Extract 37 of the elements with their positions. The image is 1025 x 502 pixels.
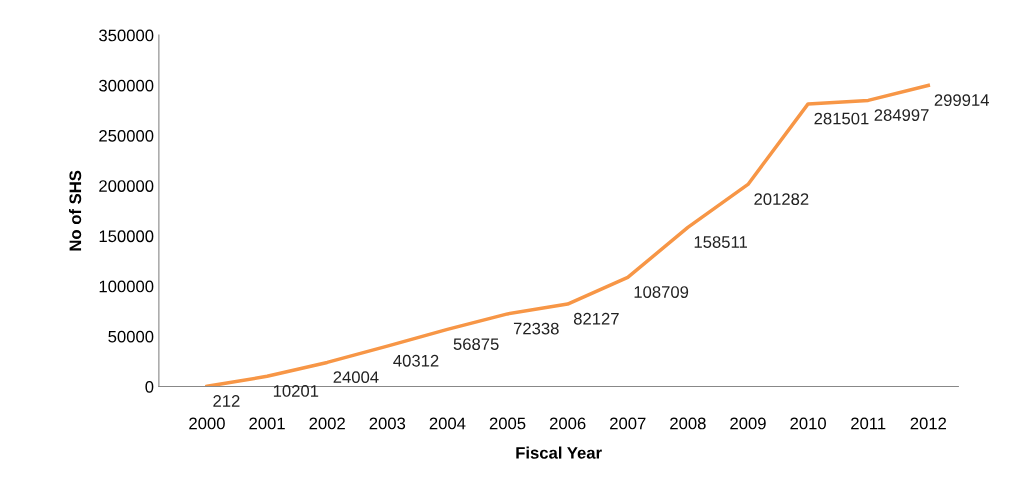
x-tick-label: 2008 <box>670 417 706 430</box>
x-tick-label: 2007 <box>610 417 646 430</box>
x-tick-label: 2001 <box>249 417 285 430</box>
data-label: 299914 <box>934 94 989 106</box>
x-tick-label: 2004 <box>429 417 466 430</box>
y-axis-title: No of SHS <box>68 170 82 251</box>
x-tick-label: 2010 <box>790 417 826 430</box>
y-tick-label: 200000 <box>99 180 154 192</box>
data-label: 201282 <box>754 193 809 206</box>
x-tick-label: 2012 <box>910 417 947 430</box>
data-label: 56875 <box>453 338 499 351</box>
x-tick-label: 2003 <box>369 417 406 430</box>
data-label: 82127 <box>573 312 619 325</box>
y-tick-label: 150000 <box>99 230 154 243</box>
line-series <box>205 83 931 387</box>
y-tick-label: 350000 <box>99 29 154 42</box>
data-label: 212 <box>213 395 240 407</box>
data-label: 24004 <box>333 371 379 384</box>
y-tick-label: 0 <box>145 380 154 393</box>
x-tick-label: 2011 <box>851 417 886 430</box>
y-tick-label: 100000 <box>99 280 154 293</box>
data-label: 72338 <box>513 322 559 335</box>
y-tick-label: 300000 <box>99 79 154 92</box>
data-label: 108709 <box>634 286 689 298</box>
x-tick-label: 2005 <box>489 417 526 430</box>
y-tick-label: 250000 <box>99 129 154 142</box>
x-tick-label: 2002 <box>309 417 345 430</box>
y-tick-label: 50000 <box>108 330 154 343</box>
x-tick-label: 2006 <box>549 417 586 430</box>
x-tick-label: 2000 <box>189 417 225 430</box>
data-label: 10201 <box>273 385 319 397</box>
data-label: 284997 <box>874 109 929 121</box>
x-tick-label: 2009 <box>730 417 766 430</box>
x-axis-title: Fiscal Year <box>516 446 602 459</box>
data-label: 281501 <box>814 112 869 125</box>
data-label: 158511 <box>694 236 747 248</box>
data-label: 40312 <box>393 354 439 367</box>
